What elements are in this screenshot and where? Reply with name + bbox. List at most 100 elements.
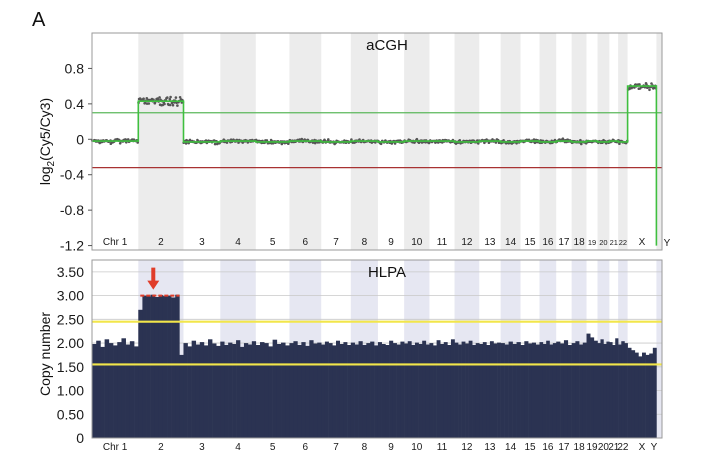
hlpa-bar: [236, 340, 241, 438]
hlpa-bar: [458, 344, 462, 438]
hlpa-peak-arrow-icon: [147, 267, 160, 290]
acgh-chromosome-label: 6: [303, 237, 309, 248]
hlpa-bar: [461, 341, 466, 438]
hlpa-bar: [264, 343, 269, 438]
hlpa-bar: [297, 345, 302, 438]
hlpa-bar: [125, 344, 131, 438]
acgh-title: aCGH: [366, 37, 408, 54]
hlpa-bar: [631, 350, 636, 438]
hlpa-bar: [162, 296, 168, 438]
hlpa-title: HLPA: [368, 264, 406, 281]
acgh-chromosome-label: 2: [158, 237, 164, 248]
acgh-segment-line: [92, 85, 658, 246]
acgh-point: [174, 96, 178, 99]
acgh-chromosome-label: 12: [461, 237, 473, 248]
hlpa-bar: [332, 345, 337, 438]
hlpa-bar: [528, 343, 533, 438]
hlpa-bar: [179, 354, 184, 438]
hlpa-band-y: [656, 260, 662, 438]
hlpa-bar: [552, 343, 557, 438]
hlpa-bar: [276, 344, 282, 438]
hlpa-y-ticks: 3.50 3.00 2.50 2.00 1.50 1.00 0.50 0: [57, 264, 84, 446]
acgh-y-tick-label: -0.4: [60, 167, 84, 183]
hlpa-bar: [117, 342, 122, 438]
hlpa-bar: [597, 343, 601, 438]
hlpa-y-tick-label: 1.00: [57, 383, 84, 399]
acgh-chromosome-label: 10: [411, 237, 423, 248]
hlpa-bar: [411, 345, 416, 438]
acgh-y-tick-label: 0.4: [65, 96, 85, 112]
hlpa-bar: [609, 342, 613, 438]
hlpa-bar: [362, 345, 367, 438]
hlpa-bar: [92, 344, 97, 438]
acgh-point: [142, 97, 145, 100]
hlpa-bar: [305, 345, 310, 438]
hlpa-bar: [425, 344, 430, 438]
hlpa-chart: 3.50 3.00 2.50 2.00 1.50 1.00 0.50 0 Chr 1 2 3 4 5 6…: [37, 259, 663, 453]
hlpa-bar: [486, 345, 491, 438]
acgh-frame: [91, 32, 663, 251]
hlpa-chromosome-label: Chr 1: [103, 442, 128, 453]
hlpa-bar: [167, 295, 172, 438]
acgh-point: [178, 96, 182, 99]
hlpa-chromosome-label: 10: [411, 442, 423, 453]
hlpa-bar: [649, 353, 654, 438]
hlpa-bar: [531, 342, 536, 438]
hlpa-bar: [600, 339, 604, 438]
hlpa-bar: [618, 344, 622, 438]
hlpa-bar: [203, 345, 209, 438]
hlpa-bar: [259, 342, 265, 438]
hlpa-bar: [385, 345, 390, 438]
acgh-chromosome-label: 11: [437, 237, 448, 248]
hlpa-chromosome-label: 12: [461, 442, 473, 453]
hlpa-bar: [400, 341, 405, 438]
hlpa-bar: [414, 342, 419, 438]
acgh-chromosome-label: 22: [619, 238, 627, 247]
hlpa-bar: [508, 341, 513, 438]
acgh-chromosome-labels: Chr 1 2 3 4 5 6 7 8 9 10 11 12 13 14 15 16 17 18 19 20 21 22 X…: [103, 237, 671, 249]
hlpa-bar: [268, 346, 273, 438]
hlpa-bar: [443, 342, 448, 438]
hlpa-chromosome-label: X: [639, 442, 646, 453]
hlpa-bar: [374, 345, 379, 438]
acgh-point: [350, 138, 353, 141]
hlpa-bar: [563, 340, 569, 438]
acgh-chromosome-label: 9: [388, 237, 394, 248]
acgh-chromosome-label: 5: [270, 237, 276, 248]
hlpa-chromosome-label: 8: [362, 442, 368, 453]
hlpa-chromosome-label: 5: [270, 442, 276, 453]
hlpa-frame: [91, 259, 663, 439]
hlpa-bar: [358, 341, 363, 438]
hlpa-bar: [255, 345, 261, 438]
hlpa-bar: [433, 345, 437, 438]
hlpa-bar: [440, 344, 445, 438]
hlpa-bars: [92, 294, 657, 438]
hlpa-bar: [240, 346, 245, 438]
acgh-y-tick-label: -1.2: [60, 238, 84, 254]
hlpa-chromosome-label: 19: [586, 442, 598, 453]
hlpa-bar: [392, 343, 397, 438]
hlpa-y-tick-label: 2.50: [57, 311, 84, 327]
acgh-chromosome-label: 4: [235, 237, 241, 248]
acgh-chromosome-label: Y: [664, 238, 671, 249]
hlpa-bar: [158, 295, 164, 438]
hlpa-bar: [634, 352, 639, 438]
hlpa-chromosome-label: 4: [235, 442, 241, 453]
hlpa-bar: [489, 341, 494, 438]
hlpa-bar: [472, 345, 477, 438]
hlpa-bar: [134, 346, 139, 438]
acgh-y-label-main: log: [37, 166, 53, 185]
hlpa-bar: [479, 344, 484, 438]
hlpa-bar: [281, 342, 286, 438]
hlpa-chromosome-label: 7: [333, 442, 339, 453]
acgh-point: [379, 142, 383, 146]
hlpa-bar: [321, 344, 326, 438]
hlpa-bar: [575, 341, 580, 438]
hlpa-bar: [293, 341, 298, 438]
acgh-point: [163, 102, 166, 106]
acgh-point: [168, 103, 172, 107]
hlpa-chromosome-label: 17: [558, 442, 570, 453]
hlpa-thresholds: [92, 320, 662, 366]
hlpa-bar: [129, 341, 135, 438]
